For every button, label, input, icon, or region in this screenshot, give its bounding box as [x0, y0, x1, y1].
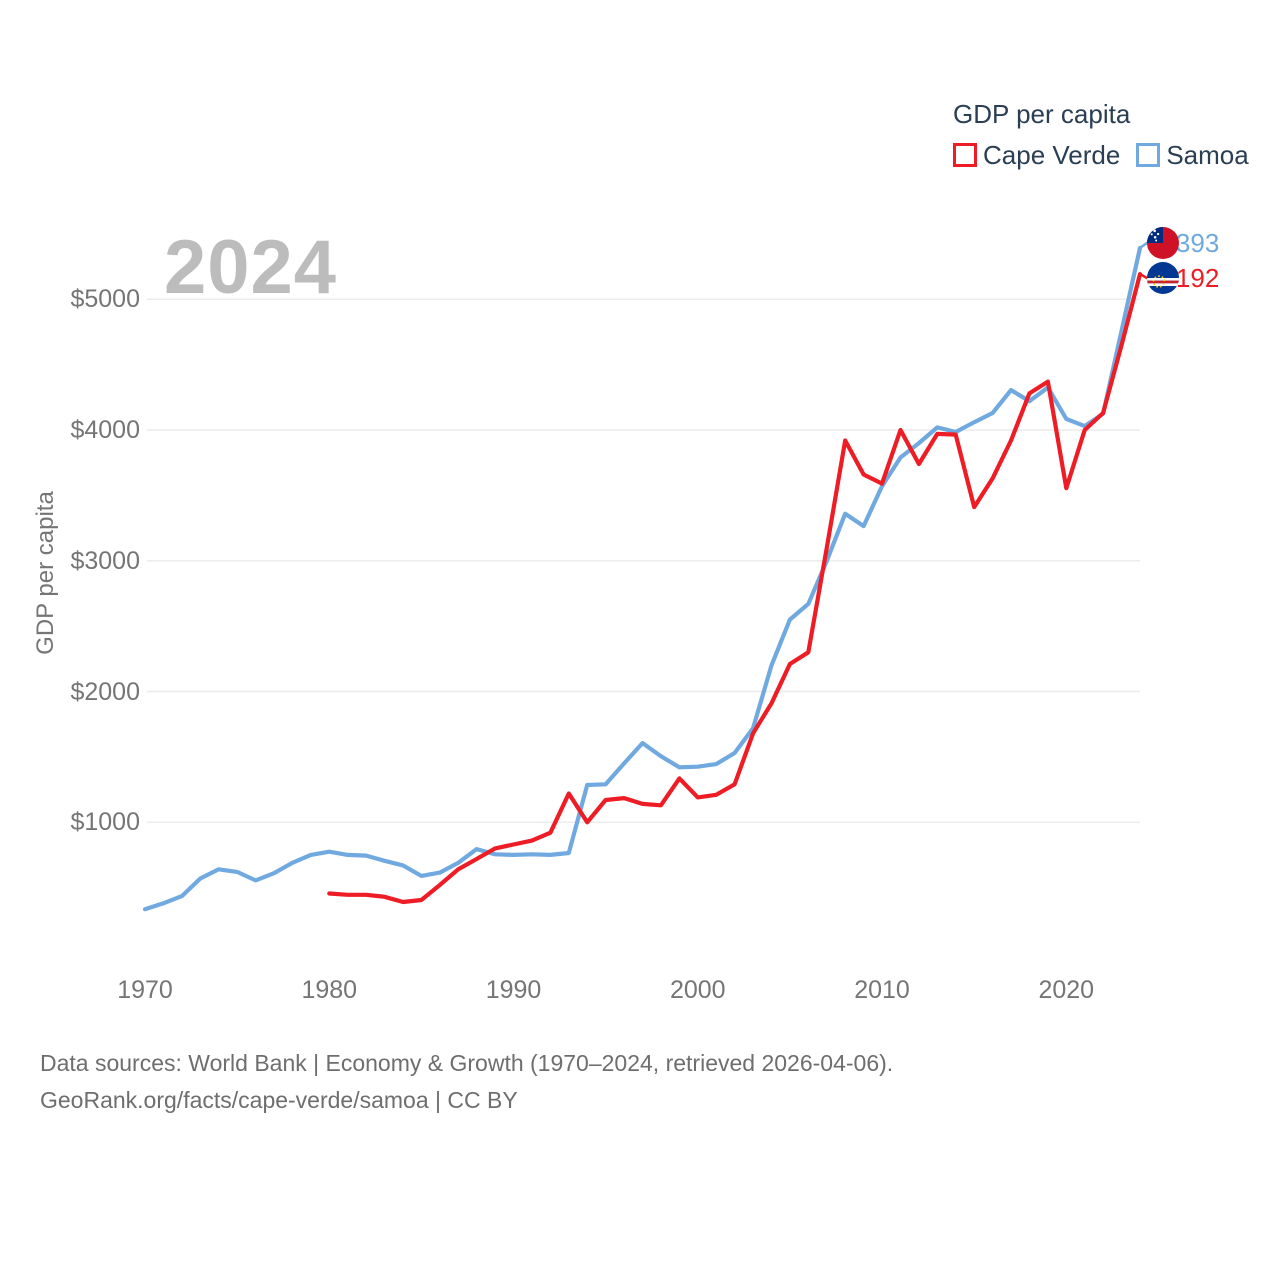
legend-item-cape-verde[interactable]: Cape Verde: [953, 141, 1120, 169]
x-tick-label-1990: 1990: [485, 976, 542, 1004]
samoa-flag-icon: [1147, 227, 1179, 259]
cape-verde-end-label: $5192: [1147, 262, 1219, 294]
x-tick-label-1980: 1980: [301, 976, 358, 1004]
year-watermark: 2024: [164, 225, 338, 310]
y-tick-label-1000: $1000: [70, 808, 140, 837]
cape-verde-line: [327, 272, 1143, 905]
samoa-line: [142, 245, 1143, 912]
y-tick-label-5000: $5000: [70, 285, 140, 314]
y-axis-title: GDP per capita: [32, 491, 59, 655]
cape-verde-swatch: [953, 143, 977, 167]
y-tick-label-2000: $2000: [70, 677, 140, 706]
data-sources-line: Data sources: World Bank | Economy & Gro…: [40, 1050, 894, 1076]
gridlines: [147, 298, 1140, 823]
x-tick-label-2010: 2010: [854, 976, 910, 1004]
legend-item-samoa[interactable]: Samoa: [1136, 140, 1249, 170]
y-tick-label-4000: $4000: [70, 416, 140, 444]
cape-verde-legend-label: Cape Verde: [983, 140, 1121, 170]
samoa-end-label: $5393: [1147, 227, 1219, 259]
footer-attribution: Data sources: World Bank | Economy & Gro…: [40, 1045, 893, 1119]
legend: GDP per capita Cape Verde Samoa: [953, 98, 1249, 169]
series-lines: [142, 245, 1143, 912]
source-url-line: GeoRank.org/facts/cape-verde/samoa | CC …: [40, 1087, 518, 1113]
x-tick-label-2020: 2020: [1038, 976, 1095, 1004]
y-tick-label-3000: $3000: [70, 546, 140, 575]
x-tick-label-1970: 1970: [117, 976, 173, 1004]
x-tick-label-2000: 2000: [669, 976, 726, 1004]
legend-title: GDP per capita: [953, 99, 1131, 129]
cape-verde-flag-icon: [1147, 262, 1179, 294]
samoa-swatch: [1136, 143, 1161, 167]
legend-row: Cape Verde Samoa: [953, 141, 1249, 169]
samoa-legend-label: Samoa: [1166, 140, 1249, 170]
